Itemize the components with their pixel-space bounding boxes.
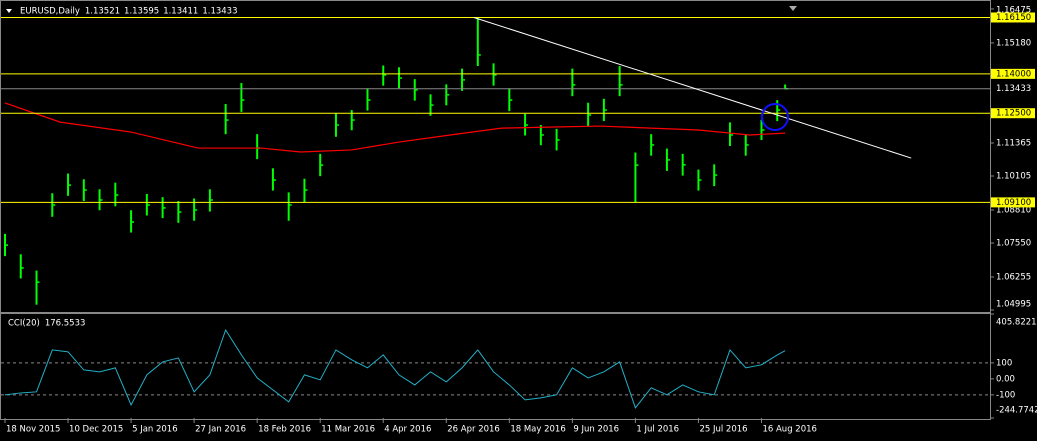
x-tick-label: 10 Dec 2015 [69,425,123,435]
header-value: 1.13521 [85,7,120,17]
moving-average [4,102,786,153]
y-tick-label: 1.10105 [996,172,1031,182]
y-tick-label: 405.8221 [996,318,1037,328]
x-tick-label: 11 Mar 2016 [321,425,375,435]
cci-line [4,328,786,409]
header-value: 1.13433 [202,7,237,17]
cci-panel-frame [0,313,991,420]
current-price-label: 1.13433 [996,84,1031,94]
y-tick-label: 1.06255 [996,272,1031,282]
x-tick-label: 9 Jun 2016 [573,425,619,435]
level-label: 1.16150 [996,13,1031,23]
panel-title: CCI(20) [8,319,40,329]
level-label-bg [991,108,1035,119]
y-tick-label: -244.7742 [996,406,1037,416]
header-value: 1.13595 [124,7,159,17]
header-value: 176.5533 [45,319,86,329]
panel-title: EURUSD,Daily [20,7,80,17]
y-tick-label: -100 [996,390,1015,400]
y-tick-label: 100 [996,358,1012,368]
x-tick-label: 1 Jul 2016 [636,425,679,435]
header-value: 1.13411 [163,7,198,17]
y-tick-label: 1.11365 [996,138,1031,148]
price-panel-frame [0,0,991,313]
y-tick-label: 1.07550 [996,239,1031,249]
y-tick-label: 1.16475 [996,6,1031,16]
x-tick-label: 18 Nov 2015 [6,425,60,435]
x-tick-label: 27 Jan 2016 [195,425,246,435]
menu-arrow [6,9,12,13]
level-label: 1.09100 [996,198,1031,208]
highlight-circle [761,103,789,131]
y-tick-label: 1.04995 [996,300,1031,310]
y-tick-label: 1.08810 [996,205,1031,215]
x-tick-label: 4 Apr 2016 [384,425,431,435]
trendline [473,16,912,159]
x-tick-label: 25 Jul 2016 [699,425,747,435]
level-label: 1.12500 [996,109,1031,119]
x-tick-label: 16 Aug 2016 [762,425,816,435]
level-label-bg [991,197,1035,208]
level-label-bg [991,12,1035,23]
level-label-bg [991,68,1035,79]
y-tick-label: 1.15180 [996,38,1031,48]
level-label: 1.14000 [996,69,1031,79]
x-tick-label: 26 Apr 2016 [447,425,500,435]
shift-marker [789,6,797,11]
x-tick-label: 18 May 2016 [510,425,565,435]
x-tick-label: 5 Jan 2016 [132,425,178,435]
y-tick-label: 0.00 [996,374,1015,384]
x-tick-label: 18 Feb 2016 [258,425,311,435]
